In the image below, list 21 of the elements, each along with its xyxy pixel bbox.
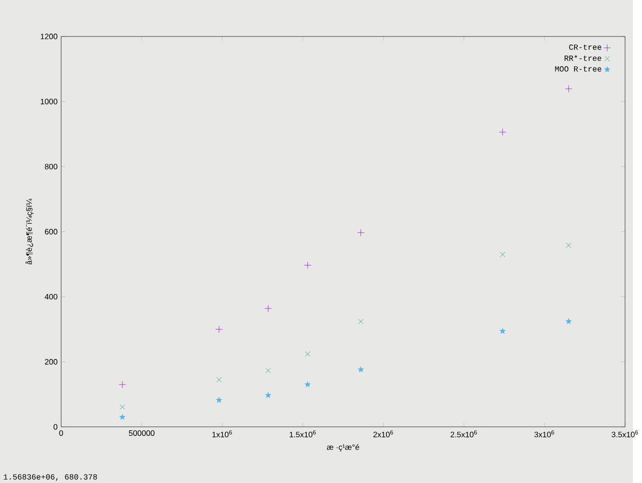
point [216, 377, 222, 382]
point [264, 304, 272, 312]
point [565, 85, 572, 92]
point [565, 318, 572, 324]
point [266, 368, 271, 374]
point [215, 326, 223, 333]
point [118, 380, 126, 388]
point [119, 414, 126, 420]
point [358, 318, 364, 324]
point [304, 262, 312, 269]
point [358, 366, 364, 372]
point [357, 228, 364, 236]
point [264, 392, 272, 398]
point [498, 128, 506, 136]
point [566, 242, 572, 248]
point [305, 351, 310, 357]
point [120, 404, 125, 410]
point [304, 381, 311, 388]
point [499, 328, 506, 334]
point [216, 396, 222, 403]
point [500, 252, 506, 258]
